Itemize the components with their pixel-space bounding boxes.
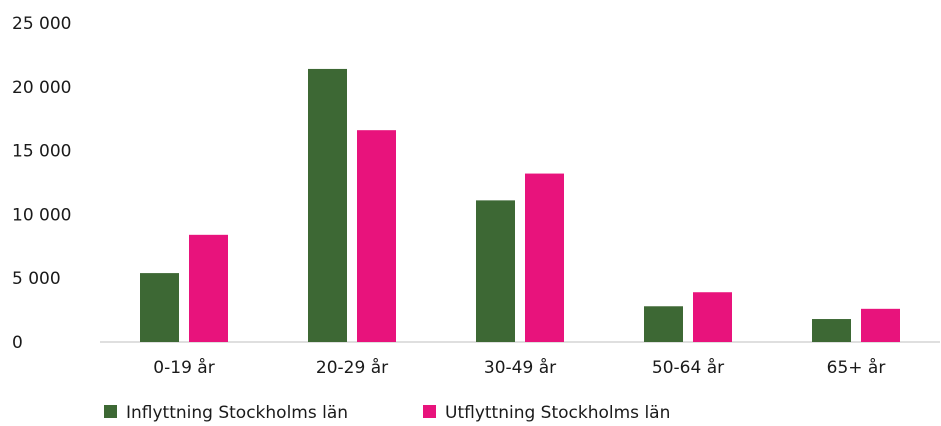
y-tick-label: 25 000 [12,14,71,34]
bar-utflyttning [693,292,732,342]
bar-inflyttning [812,319,851,342]
x-category-label: 20-29 år [316,357,388,378]
x-axis-category-labels: 0-19 år 20-29 år 30-49 år 50-64 år 65+ år [153,357,885,378]
bar-utflyttning [525,173,564,342]
legend-swatch [104,405,117,418]
x-category-label: 30-49 år [484,357,556,378]
bar-utflyttning [357,130,396,342]
legend: Inflyttning Stockholms län Utflyttning St… [104,403,670,423]
bar-inflyttning [308,68,347,342]
y-axis-tick-labels: 0 5 000 10 000 15 000 20 000 25 000 [12,14,71,353]
x-category-label: 50-64 år [652,357,724,378]
y-tick-label: 15 000 [12,142,71,162]
y-tick-label: 20 000 [12,78,71,98]
bar-inflyttning [476,200,515,342]
x-category-label: 0-19 år [153,357,214,378]
y-tick-label: 0 [12,333,23,353]
bar-inflyttning [140,273,179,342]
legend-label: Inflyttning Stockholms län [126,403,348,423]
legend-swatch [423,405,436,418]
bar-group [140,68,900,342]
bar-inflyttning [644,306,683,342]
x-category-label: 65+ år [827,357,886,378]
y-tick-label: 5 000 [12,269,61,289]
legend-label: Utflyttning Stockholms län [445,403,670,423]
bar-utflyttning [189,234,228,342]
y-tick-label: 10 000 [12,205,71,225]
bar-utflyttning [861,308,900,342]
